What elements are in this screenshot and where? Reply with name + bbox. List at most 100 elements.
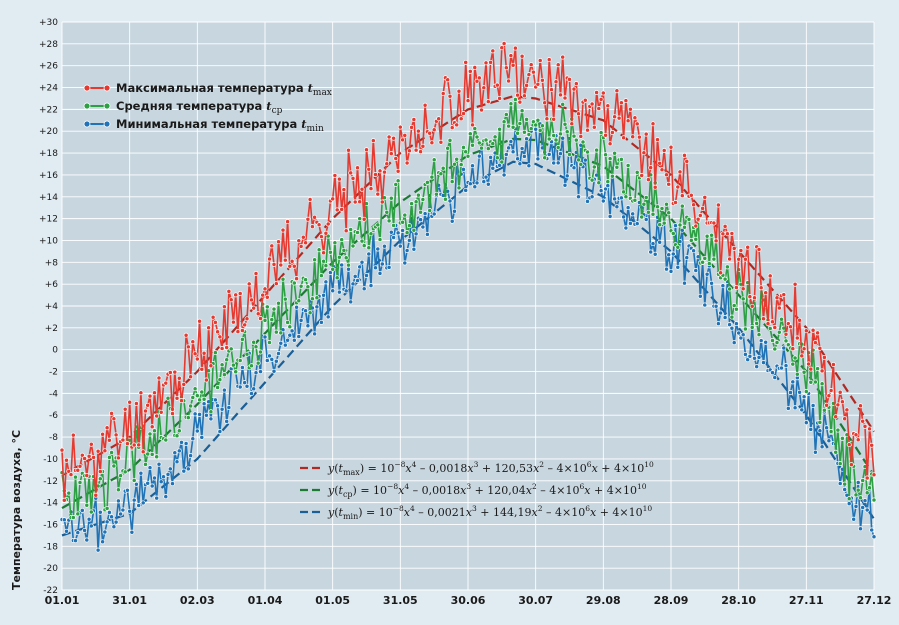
- data-point: [395, 168, 401, 174]
- data-point: [618, 195, 624, 201]
- data-point: [364, 147, 369, 153]
- data-point: [749, 324, 755, 330]
- data-point: [519, 53, 525, 59]
- data-point: [846, 442, 852, 448]
- data-point: [431, 127, 437, 133]
- data-point: [97, 476, 103, 482]
- data-point: [797, 317, 803, 323]
- x-tick-label: 31.05: [383, 594, 418, 607]
- data-point: [461, 166, 466, 172]
- data-point: [289, 258, 295, 264]
- data-point: [404, 230, 410, 236]
- data-point: [490, 165, 496, 171]
- data-point: [424, 231, 430, 237]
- data-point: [571, 133, 577, 139]
- data-point: [740, 296, 746, 302]
- data-point: [145, 480, 151, 486]
- data-point: [512, 45, 518, 51]
- data-point: [781, 292, 787, 298]
- data-point: [181, 468, 187, 474]
- data-point: [837, 461, 843, 467]
- data-point: [835, 402, 841, 408]
- data-point: [666, 181, 672, 187]
- data-point: [70, 515, 76, 520]
- data-point: [212, 350, 218, 356]
- data-point: [506, 145, 512, 151]
- data-point: [404, 160, 410, 166]
- data-point: [819, 368, 825, 374]
- data-point: [758, 285, 764, 291]
- data-point: [161, 474, 166, 480]
- data-point: [650, 121, 656, 127]
- data-point: [156, 461, 162, 467]
- data-point: [188, 403, 194, 409]
- data-point: [197, 397, 203, 403]
- data-point: [731, 245, 737, 251]
- data-point: [298, 243, 304, 249]
- data-point: [645, 177, 651, 183]
- data-point: [830, 362, 836, 367]
- data-point: [282, 257, 288, 263]
- data-point: [115, 487, 121, 493]
- data-point: [115, 455, 121, 461]
- data-point: [454, 156, 460, 162]
- data-point: [111, 463, 117, 469]
- data-point: [720, 283, 726, 289]
- data-point: [208, 363, 214, 369]
- data-point: [384, 209, 390, 215]
- data-point: [366, 245, 372, 251]
- data-point: [553, 137, 559, 143]
- data-point: [562, 182, 568, 188]
- data-point: [84, 537, 90, 543]
- x-tick-label: 28.09: [654, 594, 689, 607]
- data-point: [803, 420, 809, 426]
- data-point: [332, 240, 338, 246]
- data-point: [657, 239, 663, 245]
- data-point: [318, 319, 324, 325]
- data-point: [869, 442, 875, 448]
- data-point: [400, 228, 406, 233]
- data-point: [402, 212, 408, 218]
- data-point: [131, 442, 137, 448]
- data-point: [824, 425, 830, 431]
- data-point: [334, 207, 340, 213]
- data-point: [476, 75, 482, 81]
- data-point: [273, 281, 279, 287]
- data-point: [208, 409, 214, 415]
- y-tick-label: +6: [45, 280, 59, 290]
- data-point: [318, 234, 324, 240]
- data-point: [149, 483, 155, 489]
- data-point: [763, 290, 769, 296]
- data-point: [528, 62, 534, 68]
- data-point: [510, 149, 516, 155]
- data-point: [506, 123, 512, 129]
- legend-label: Максимальная температура tmax: [116, 81, 332, 98]
- data-point: [702, 255, 708, 261]
- data-point: [147, 465, 153, 471]
- y-tick-label: +20: [39, 127, 58, 137]
- data-point: [467, 68, 473, 74]
- data-point: [402, 132, 408, 138]
- data-point: [546, 136, 552, 142]
- data-point: [871, 534, 877, 540]
- data-point: [546, 57, 552, 63]
- data-point: [332, 173, 338, 178]
- data-point: [472, 184, 478, 190]
- data-point: [585, 127, 590, 133]
- data-point: [73, 474, 78, 480]
- data-point: [582, 157, 588, 163]
- data-point: [287, 332, 293, 338]
- y-tick-label: -20: [43, 564, 58, 574]
- data-point: [357, 216, 363, 222]
- data-point: [799, 407, 805, 413]
- data-point: [174, 459, 180, 465]
- data-point: [131, 477, 137, 483]
- data-point: [842, 416, 848, 422]
- data-point: [483, 60, 489, 66]
- data-point: [400, 219, 406, 225]
- data-point: [785, 342, 791, 348]
- data-point: [470, 122, 475, 128]
- data-point: [864, 490, 870, 496]
- data-point: [871, 497, 877, 503]
- data-point: [754, 320, 760, 326]
